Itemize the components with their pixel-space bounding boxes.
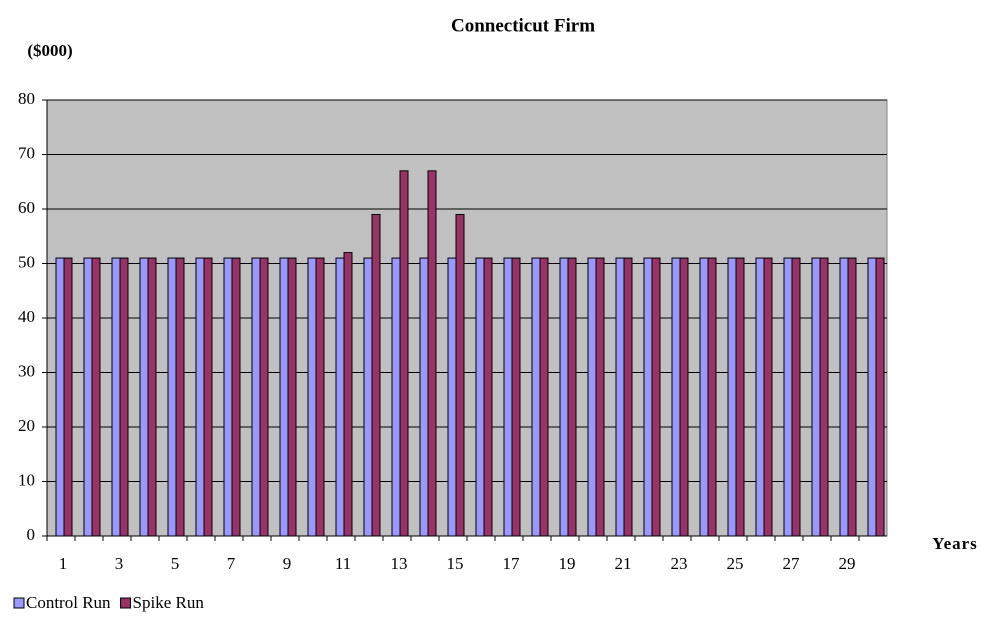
x-tick-label: 1: [59, 554, 68, 573]
bar: [735, 257, 745, 537]
bar: [763, 257, 773, 537]
bar: [147, 257, 157, 537]
bar: [595, 257, 605, 537]
bar: [111, 257, 121, 537]
bar: [335, 257, 345, 537]
bar: [195, 257, 205, 537]
bar: [223, 257, 233, 537]
bar: [671, 257, 681, 537]
bar: [231, 257, 241, 537]
legend-label: Control Run: [26, 593, 111, 612]
bar: [503, 257, 513, 537]
x-tick-label: 27: [783, 554, 801, 573]
x-tick-label: 3: [115, 554, 124, 573]
bar: [363, 257, 373, 537]
x-tick-label: 17: [503, 554, 521, 573]
bar: [203, 257, 213, 537]
y-tick-label: 40: [18, 307, 35, 326]
bar: [847, 257, 857, 537]
x-tick-label: 13: [391, 554, 408, 573]
x-tick-label: 7: [227, 554, 236, 573]
bar: [83, 257, 93, 537]
y-tick-label: 50: [18, 252, 35, 271]
bar: [567, 257, 577, 537]
legend-swatch: [13, 597, 25, 609]
bar: [119, 257, 129, 537]
bar: [867, 257, 877, 537]
bar: [791, 257, 801, 537]
x-tick-label: 29: [839, 554, 856, 573]
bar: [475, 257, 485, 537]
bar: [559, 257, 569, 537]
legend-swatch: [120, 597, 132, 609]
y-tick-label: 60: [18, 198, 35, 217]
bar: [839, 257, 849, 537]
bar: [707, 257, 717, 537]
bar: [483, 257, 493, 537]
bar: [315, 257, 325, 537]
bar: [819, 257, 829, 537]
bar: [455, 213, 465, 537]
y-tick-label: 20: [18, 416, 35, 435]
bar: [419, 257, 429, 537]
bar: [699, 257, 709, 537]
bar: [727, 257, 737, 537]
x-tick-label: 5: [171, 554, 180, 573]
x-tick-label: 19: [559, 554, 576, 573]
bar: [139, 257, 149, 537]
x-tick-label: 15: [447, 554, 464, 573]
bar: [755, 257, 765, 537]
bar: [399, 170, 409, 537]
y-tick-label: 70: [18, 143, 35, 162]
bar: [651, 257, 661, 537]
bar: [531, 257, 541, 537]
x-tick-label: 23: [671, 554, 688, 573]
bar: [175, 257, 185, 537]
x-tick-label: 21: [615, 554, 632, 573]
y-tick-label: 30: [18, 361, 35, 380]
bar: [91, 257, 101, 537]
chart-title: Connecticut Firm: [451, 15, 595, 36]
bar: [811, 257, 821, 537]
bar: [679, 257, 689, 537]
bar: [307, 257, 317, 537]
y-tick-label: 80: [18, 89, 35, 108]
bar: [371, 213, 381, 537]
bar: [623, 257, 633, 537]
bar: [343, 252, 353, 537]
bar: [279, 257, 289, 537]
bar: [259, 257, 269, 537]
y-tick-label: 10: [18, 470, 35, 489]
bar: [55, 257, 65, 537]
bar: [511, 257, 521, 537]
bar: [167, 257, 177, 537]
bar: [391, 257, 401, 537]
x-tick-label: 25: [727, 554, 744, 573]
bar: [447, 257, 457, 537]
bar: [287, 257, 297, 537]
bar: [783, 257, 793, 537]
bar: [63, 257, 73, 537]
x-tick-label: 11: [335, 554, 351, 573]
legend-label: Spike Run: [133, 593, 205, 612]
bar: [427, 170, 437, 537]
bar: [615, 257, 625, 537]
bar: [251, 257, 261, 537]
bar: [643, 257, 653, 537]
x-axis-label: Years: [932, 534, 978, 553]
bar: [875, 257, 885, 537]
y-tick-label: 0: [27, 525, 36, 544]
bar: [587, 257, 597, 537]
x-tick-label: 9: [283, 554, 292, 573]
bar: [539, 257, 549, 537]
y-axis-label: ($000): [27, 41, 72, 60]
